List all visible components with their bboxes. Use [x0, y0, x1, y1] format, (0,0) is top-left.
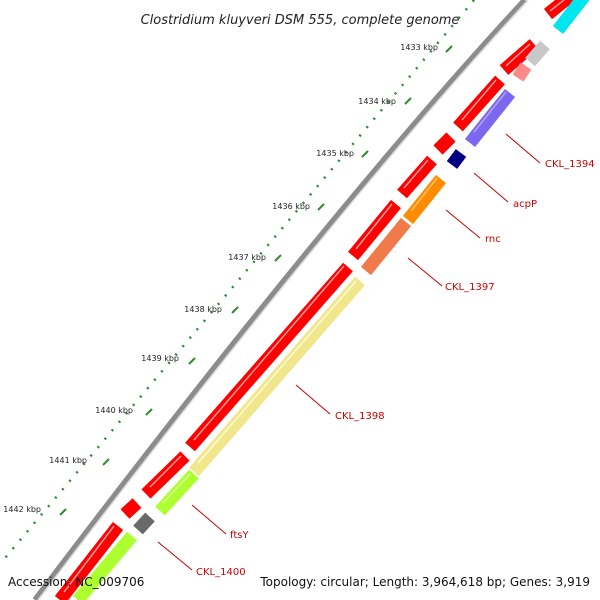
feature-ckl-1400 [133, 512, 155, 535]
kbp-label: 1436 kbp [272, 202, 310, 211]
forward-strand-track [54, 0, 576, 600]
gene-label: acpP [513, 199, 537, 210]
tick-1440 [145, 408, 153, 416]
cds-forward [543, 0, 576, 20]
leader-rnc [445, 209, 481, 239]
feature-ckl-1398 [189, 276, 365, 477]
cds-forward [54, 521, 124, 600]
kbp-label: 1442 kbp [3, 505, 41, 514]
tick-1438 [231, 306, 239, 314]
gene-label: rnc [485, 234, 501, 245]
leader-ckl-1394 [505, 133, 541, 164]
leader-ckl-1397 [407, 257, 443, 287]
kbp-labels: 1433 kbp 1434 kbp 1435 kbp 1436 kbp 1437… [3, 43, 438, 514]
tick-1434 [404, 97, 412, 105]
feature-track [73, 0, 590, 600]
kbp-label: 1440 kbp [95, 406, 133, 415]
gene-label: CKL_1394 [545, 159, 595, 170]
feature-pink [512, 62, 532, 82]
feature-green [73, 531, 137, 600]
cds-forward [347, 199, 402, 261]
cds-forward [433, 132, 456, 155]
leader-acpP [473, 172, 509, 203]
feature-rnc [402, 174, 447, 225]
genome-backbone [32, 0, 529, 600]
tick-1437 [274, 254, 282, 262]
kbp-label: 1433 kbp [400, 43, 438, 52]
tick-1433 [445, 45, 453, 53]
kbp-major-ticks [59, 45, 453, 516]
tick-1442 [59, 508, 67, 516]
gene-label: CKL_1397 [445, 282, 495, 293]
kbp-label: 1434 kbp [358, 97, 396, 106]
gene-label: CKL_1400 [196, 567, 246, 578]
leader-ckl-1398 [295, 384, 331, 415]
kbp-label: 1437 kbp [228, 253, 266, 262]
map-title: Clostridium kluyveri DSM 555, complete g… [141, 13, 460, 28]
kbp-label: 1435 kbp [316, 149, 354, 158]
cds-forward [499, 39, 539, 75]
tick-1435 [361, 150, 369, 158]
dotted-tick-ring [0, 0, 475, 565]
label-leaders [157, 133, 541, 571]
cds-forward [397, 155, 437, 199]
kbp-label: 1438 kbp [184, 305, 222, 314]
feature-ckl-1394 [464, 88, 516, 148]
gene-label: CKL_1398 [335, 411, 385, 422]
genome-summary: Topology: circular; Length: 3,964,618 bp… [259, 575, 590, 589]
gene-label: ftsY [230, 530, 249, 541]
feature-gray [525, 40, 550, 67]
cds-forward [453, 75, 505, 132]
gene-labels: CKL_1394 acpP rnc CKL_1397 CKL_1398 ftsY… [196, 159, 595, 578]
cds-forward [185, 262, 353, 452]
cds-forward [120, 498, 142, 519]
feature-cyan [552, 0, 590, 34]
feature-ftsY [155, 469, 199, 516]
leader-ckl-1400 [157, 541, 193, 571]
tick-1436 [317, 203, 325, 211]
tick-1441 [102, 458, 110, 466]
cds-forward [141, 451, 190, 499]
tick-1439 [188, 357, 196, 365]
leader-ftsY [191, 504, 227, 535]
feature-ckl-1397 [360, 217, 412, 276]
kbp-label: 1441 kbp [49, 456, 87, 465]
feature-acpP [446, 149, 467, 169]
kbp-label: 1439 kbp [141, 354, 179, 363]
accession-text: Accession: NC_009706 [8, 575, 144, 589]
